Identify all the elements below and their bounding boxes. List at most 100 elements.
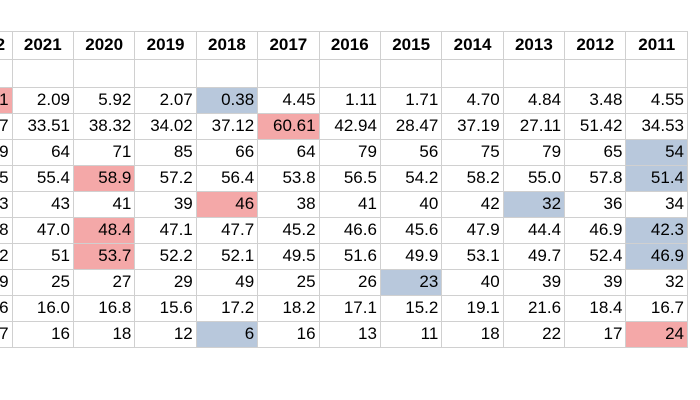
data-cell[interactable]: 3.48 (564, 86, 627, 114)
year-header-cell[interactable]: 2015 (379, 30, 443, 60)
data-cell[interactable]: 49 (195, 268, 259, 296)
year-header-cell[interactable]: 2021 (11, 30, 74, 60)
empty-cell[interactable] (134, 58, 197, 88)
data-cell[interactable]: 46.9 (564, 216, 627, 244)
data-cell[interactable]: 39 (134, 190, 197, 218)
data-cell[interactable]: 65 (564, 138, 627, 166)
year-header-cell[interactable]: 2014 (441, 30, 504, 60)
data-cell[interactable]: 34 (625, 190, 688, 218)
data-cell[interactable]: 5.92 (72, 86, 136, 114)
data-cell[interactable]: 12 (134, 320, 197, 348)
data-cell[interactable]: 15.6 (134, 294, 197, 322)
data-cell[interactable]: 46 (195, 190, 259, 218)
data-cell[interactable]: 51.6 (318, 242, 381, 270)
data-cell[interactable]: 55.4 (11, 164, 74, 192)
data-cell[interactable]: 41 (72, 190, 136, 218)
data-cell[interactable]: 21.6 (502, 294, 566, 322)
data-cell[interactable]: 2.09 (11, 86, 74, 114)
year-header-cell[interactable]: 2011 (625, 30, 688, 60)
data-cell[interactable]: 32 (625, 268, 688, 296)
data-cell[interactable]: 0.38 (195, 86, 259, 114)
data-cell[interactable]: 45.6 (379, 216, 443, 244)
data-cell[interactable]: 18 (441, 320, 504, 348)
data-cell[interactable]: 4.70 (441, 86, 504, 114)
empty-cell[interactable] (257, 58, 320, 88)
data-cell[interactable]: 27.11 (502, 112, 566, 140)
data-cell[interactable]: 44.4 (502, 216, 566, 244)
data-cell[interactable]: 53.8 (257, 164, 320, 192)
data-cell[interactable]: 53.7 (72, 242, 136, 270)
empty-cell[interactable] (502, 58, 566, 88)
year-header-cell[interactable]: 2016 (318, 30, 381, 60)
empty-cell[interactable] (195, 58, 259, 88)
data-cell[interactable]: 1.71 (379, 86, 443, 114)
data-cell[interactable]: 29 (134, 268, 197, 296)
data-cell[interactable]: 49.9 (379, 242, 443, 270)
data-cell[interactable]: 85 (134, 138, 197, 166)
data-cell[interactable]: 1 (0, 86, 13, 114)
data-cell[interactable]: 2.07 (134, 86, 197, 114)
data-cell[interactable]: 34.53 (625, 112, 688, 140)
data-cell[interactable]: 64 (11, 138, 74, 166)
data-cell[interactable]: 45.2 (257, 216, 320, 244)
data-cell[interactable]: 49.7 (502, 242, 566, 270)
data-cell[interactable]: 33.51 (11, 112, 74, 140)
data-cell[interactable]: 71 (72, 138, 136, 166)
data-cell[interactable]: 49.5 (257, 242, 320, 270)
data-cell[interactable]: 79 (318, 138, 381, 166)
data-cell[interactable]: 54 (625, 138, 688, 166)
data-cell[interactable]: 16 (257, 320, 320, 348)
data-cell[interactable]: 16 (11, 320, 74, 348)
data-cell[interactable]: 75 (441, 138, 504, 166)
data-cell[interactable]: 15.2 (379, 294, 443, 322)
data-cell[interactable]: 17.2 (195, 294, 259, 322)
data-cell[interactable]: 18.4 (564, 294, 627, 322)
data-cell[interactable]: 13 (318, 320, 381, 348)
data-cell[interactable]: 46.9 (625, 242, 688, 270)
empty-cell[interactable] (564, 58, 627, 88)
data-cell[interactable]: 47.1 (134, 216, 197, 244)
data-cell[interactable]: 16.0 (11, 294, 74, 322)
data-cell[interactable]: 18.2 (257, 294, 320, 322)
data-cell[interactable]: 52.4 (564, 242, 627, 270)
data-cell[interactable]: 6 (0, 294, 13, 322)
data-cell[interactable]: 1.11 (318, 86, 381, 114)
data-cell[interactable]: 57.8 (564, 164, 627, 192)
data-cell[interactable]: 37.19 (441, 112, 504, 140)
empty-cell[interactable] (379, 58, 443, 88)
data-cell[interactable]: 58.9 (72, 164, 136, 192)
data-cell[interactable]: 43 (11, 190, 74, 218)
data-cell[interactable]: 9 (0, 268, 13, 296)
data-cell[interactable]: 26 (318, 268, 381, 296)
data-cell[interactable]: 25 (257, 268, 320, 296)
data-cell[interactable]: 66 (195, 138, 259, 166)
empty-cell[interactable] (441, 58, 504, 88)
data-cell[interactable]: 28.47 (379, 112, 443, 140)
data-cell[interactable]: 58.2 (441, 164, 504, 192)
data-cell[interactable]: 64 (257, 138, 320, 166)
data-cell[interactable]: 4.45 (257, 86, 320, 114)
data-cell[interactable]: 18 (72, 320, 136, 348)
data-cell[interactable]: 11 (379, 320, 443, 348)
year-header-cell[interactable]: 2017 (257, 30, 320, 60)
data-cell[interactable]: 5 (0, 164, 13, 192)
data-cell[interactable]: 6 (195, 320, 259, 348)
data-cell[interactable]: 42.3 (625, 216, 688, 244)
data-cell[interactable]: 9 (0, 138, 13, 166)
data-cell[interactable]: 60.61 (257, 112, 320, 140)
data-cell[interactable]: 23 (379, 268, 443, 296)
empty-cell[interactable] (0, 58, 13, 88)
data-cell[interactable]: 37.12 (195, 112, 259, 140)
data-cell[interactable]: 79 (502, 138, 566, 166)
data-cell[interactable]: 52.1 (195, 242, 259, 270)
data-cell[interactable]: 41 (318, 190, 381, 218)
data-cell[interactable]: 48.4 (72, 216, 136, 244)
data-cell[interactable]: 42 (441, 190, 504, 218)
data-cell[interactable]: 51.42 (564, 112, 627, 140)
data-cell[interactable]: 17.1 (318, 294, 381, 322)
data-cell[interactable]: 40 (379, 190, 443, 218)
year-header-cell[interactable]: 2013 (502, 30, 566, 60)
data-cell[interactable]: 52.2 (134, 242, 197, 270)
data-cell[interactable]: 55.0 (502, 164, 566, 192)
data-cell[interactable]: 27 (72, 268, 136, 296)
